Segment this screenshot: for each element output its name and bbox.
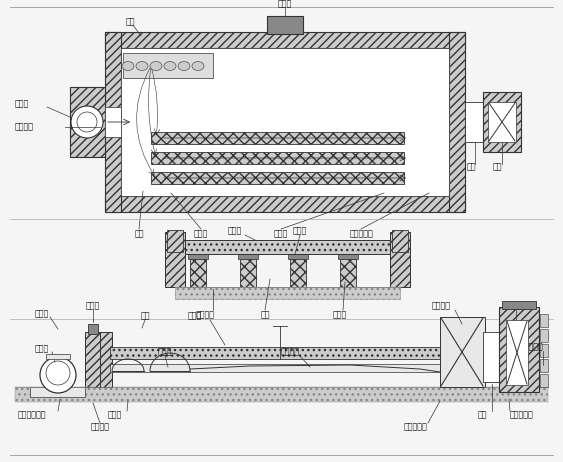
Bar: [151, 132, 404, 144]
Ellipse shape: [136, 61, 148, 71]
Bar: [70, 87, 105, 157]
Text: 시근담: 시근담: [333, 310, 347, 320]
Bar: [290, 259, 306, 287]
Bar: [30, 387, 85, 397]
Text: 배함익이: 배함익이: [431, 302, 450, 310]
Bar: [540, 344, 548, 357]
Text: 고래: 고래: [260, 310, 270, 320]
Text: 시근담: 시근담: [274, 230, 288, 238]
Text: 무넘기: 무넘기: [158, 347, 172, 357]
Bar: [267, 16, 303, 34]
Text: 굴뚝개자리: 굴뚝개자리: [510, 411, 534, 419]
Bar: [123, 53, 213, 78]
Bar: [338, 254, 358, 259]
Bar: [238, 254, 258, 259]
Text: 아궁이: 아궁이: [35, 345, 49, 353]
Text: 고래바닥: 고래바닥: [195, 310, 215, 320]
Bar: [151, 172, 404, 184]
Text: 불목구멍: 불목구멍: [15, 122, 34, 132]
Bar: [540, 374, 548, 387]
Ellipse shape: [150, 61, 162, 71]
Bar: [105, 32, 465, 48]
Bar: [440, 317, 485, 387]
Bar: [240, 259, 256, 287]
Text: 아궁이후령이: 아궁이후령이: [18, 411, 47, 419]
Text: 구들장: 구들장: [278, 0, 292, 8]
Ellipse shape: [122, 61, 134, 71]
Bar: [105, 107, 121, 137]
Bar: [100, 332, 112, 387]
Bar: [185, 240, 390, 254]
Circle shape: [71, 106, 103, 138]
Text: 불목구멍: 불목구멍: [91, 423, 109, 432]
Bar: [85, 332, 103, 387]
Text: 불목돌: 불목돌: [86, 302, 100, 310]
Circle shape: [40, 357, 76, 393]
Text: 굴뚝소재구: 굴뚝소재구: [519, 342, 543, 352]
Text: 고래둑: 고래둑: [293, 226, 307, 236]
Bar: [483, 332, 501, 382]
Text: 불목: 불목: [140, 311, 150, 321]
Text: 아궁이: 아궁이: [15, 99, 29, 109]
Bar: [506, 320, 528, 385]
Text: 불고개: 불고개: [108, 411, 122, 419]
Bar: [88, 324, 98, 334]
Text: 고래: 고래: [134, 230, 144, 238]
Text: 아랫돌: 아랫돌: [35, 310, 49, 318]
Text: 굴뚝: 굴뚝: [493, 163, 503, 171]
Text: 고래개자리: 고래개자리: [349, 230, 373, 238]
Bar: [105, 196, 465, 212]
Bar: [167, 230, 183, 252]
Ellipse shape: [164, 61, 176, 71]
Bar: [288, 254, 308, 259]
Text: 불목: 불목: [126, 18, 136, 26]
Bar: [110, 347, 440, 359]
Text: 고래바닥: 고래바닥: [280, 347, 300, 357]
Bar: [483, 92, 521, 152]
Bar: [390, 232, 410, 287]
Ellipse shape: [178, 61, 190, 71]
Bar: [449, 32, 465, 212]
Bar: [499, 307, 539, 392]
Bar: [151, 152, 404, 164]
Bar: [165, 232, 185, 287]
Text: 굴뚝: 굴뚝: [511, 302, 521, 310]
Text: 구들장: 구들장: [188, 311, 202, 321]
Text: 고래둑: 고래둑: [194, 230, 208, 238]
Bar: [540, 329, 548, 342]
Bar: [502, 301, 536, 309]
Bar: [15, 387, 548, 402]
Bar: [540, 314, 548, 327]
Bar: [105, 32, 121, 212]
Bar: [190, 259, 206, 287]
Bar: [488, 102, 516, 142]
Bar: [110, 364, 440, 372]
Text: 연도: 연도: [467, 163, 476, 171]
Ellipse shape: [192, 61, 204, 71]
Bar: [188, 254, 208, 259]
Bar: [46, 354, 70, 359]
Bar: [121, 48, 449, 196]
Bar: [340, 259, 356, 287]
Text: 연도: 연도: [477, 411, 487, 419]
Bar: [465, 102, 485, 142]
Bar: [175, 287, 400, 299]
Bar: [540, 359, 548, 372]
Text: 고래개자리: 고래개자리: [403, 423, 427, 432]
Bar: [392, 230, 408, 252]
Text: 구들장: 구들장: [228, 226, 242, 236]
